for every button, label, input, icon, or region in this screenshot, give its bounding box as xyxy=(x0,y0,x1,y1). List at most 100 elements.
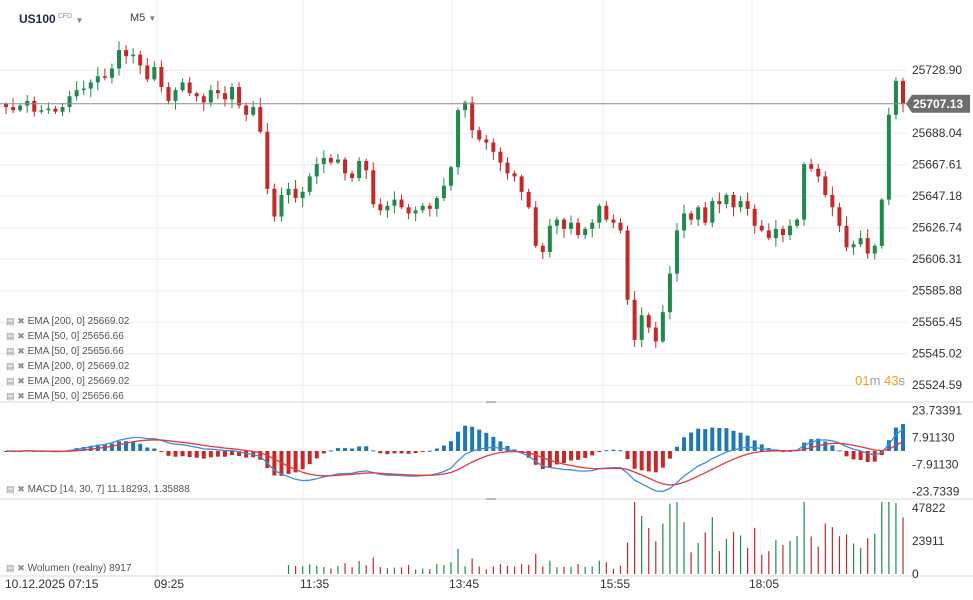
close-icon[interactable]: ✖ xyxy=(17,391,25,401)
macd-histogram-bar xyxy=(215,451,220,457)
macd-histogram-bar xyxy=(865,451,870,462)
indicator-row[interactable]: ▤ ✖ EMA [50, 0] 25656.66 xyxy=(6,329,129,344)
close-icon[interactable]: ✖ xyxy=(17,331,25,341)
macd-histogram-bar xyxy=(364,446,369,451)
settings-icon[interactable]: ▤ xyxy=(6,484,15,494)
candle-body xyxy=(117,50,122,69)
candle-body xyxy=(371,170,376,205)
indicator-row[interactable]: ▤ ✖ EMA [200, 0] 25669.02 xyxy=(6,374,129,389)
macd-histogram-bar xyxy=(477,429,482,451)
candle-body xyxy=(667,273,672,313)
candle-body xyxy=(237,87,242,106)
macd-histogram-bar xyxy=(328,450,333,452)
candle-body xyxy=(505,162,510,174)
candle-body xyxy=(766,230,771,239)
macd-histogram-bar xyxy=(809,439,814,451)
candle-body xyxy=(703,207,708,223)
axis-labels: 10.12.2025 07:15 09:25 11:35 13:45 15:55 18:0… xyxy=(5,63,962,591)
candle-body xyxy=(293,188,298,199)
symbol-selector[interactable]: US100 CFD ▼ xyxy=(19,12,83,26)
macd-histogram-bar xyxy=(653,451,658,473)
macd-histogram-bar xyxy=(124,441,129,451)
macd-histogram-bar xyxy=(109,443,114,451)
candle-body xyxy=(343,159,348,174)
settings-icon[interactable]: ▤ xyxy=(6,391,15,401)
chevron-down-icon: ▼ xyxy=(148,14,157,23)
volume-y-tick-label: 47822 xyxy=(912,501,946,515)
settings-icon[interactable]: ▤ xyxy=(6,331,15,341)
macd-histogram-bar xyxy=(660,451,665,468)
candle-body xyxy=(674,230,679,274)
candle-body xyxy=(314,164,319,177)
macd-line xyxy=(5,428,904,493)
candle-body xyxy=(773,228,778,239)
macd-label: MACD [14, 30, 7] 11.18293, 1.35888 xyxy=(27,484,190,495)
candle-body xyxy=(830,194,835,208)
y-tick-label: 25545.02 xyxy=(912,347,962,361)
close-icon[interactable]: ✖ xyxy=(17,376,25,386)
close-icon[interactable]: ✖ xyxy=(17,316,25,326)
macd-legend[interactable]: ▤ ✖ MACD [14, 30, 7] 11.18293, 1.35888 xyxy=(6,482,190,497)
macd-histogram-bar xyxy=(350,448,355,451)
candle-body xyxy=(286,188,291,195)
candle-body xyxy=(18,105,23,111)
candle-body xyxy=(385,205,390,211)
close-icon[interactable]: ✖ xyxy=(17,484,25,494)
candle-body xyxy=(752,208,757,226)
macd-signal-line xyxy=(5,439,904,486)
candle-body xyxy=(872,245,877,254)
macd-y-tick-label: 23.73391 xyxy=(912,404,962,418)
macd-histogram-bar xyxy=(230,451,235,455)
macd-histogram-bar xyxy=(604,450,609,452)
settings-icon[interactable]: ▤ xyxy=(6,361,15,371)
macd-histogram-bar xyxy=(244,451,249,458)
volume-legend[interactable]: ▤ ✖ Wolumen (realny) 8917 xyxy=(6,561,131,576)
macd-histogram-bar xyxy=(837,450,842,452)
candle-body xyxy=(597,205,602,223)
candle-body xyxy=(569,222,574,229)
candle-body xyxy=(484,139,489,143)
macd-histogram-bar xyxy=(674,446,679,451)
candle-body xyxy=(879,199,884,246)
candle-body xyxy=(81,88,86,91)
macd-histogram-bar xyxy=(491,436,496,451)
macd-histogram-bar xyxy=(696,428,701,451)
macd-series xyxy=(4,424,905,493)
macd-histogram-bar xyxy=(872,451,877,462)
macd-histogram-bar xyxy=(470,426,475,451)
settings-icon[interactable]: ▤ xyxy=(6,346,15,356)
indicator-row[interactable]: ▤ ✖ EMA [50, 0] 25656.66 xyxy=(6,389,129,404)
macd-histogram-bar xyxy=(222,451,227,457)
macd-histogram-bar xyxy=(152,448,157,451)
macd-histogram-bar xyxy=(816,438,821,451)
indicator-row[interactable]: ▤ ✖ EMA [200, 0] 25669.02 xyxy=(6,314,129,329)
candle-body xyxy=(851,244,856,248)
macd-histogram-bar xyxy=(81,447,86,451)
symbol-type-label: CFD xyxy=(57,13,73,20)
settings-icon[interactable]: ▤ xyxy=(6,316,15,326)
candle-body xyxy=(427,205,432,209)
candle-body xyxy=(689,213,694,220)
indicator-label: EMA [200, 0] 25669.02 xyxy=(27,376,130,387)
candle-body xyxy=(173,90,178,101)
macd-histogram-bar xyxy=(385,451,390,455)
candle-body xyxy=(279,194,284,217)
chevron-down-icon: ▼ xyxy=(75,16,84,25)
settings-icon[interactable]: ▤ xyxy=(6,376,15,386)
candle-body xyxy=(95,76,100,83)
macd-histogram-bar xyxy=(752,440,757,451)
timeframe-selector[interactable]: M5 ▼ xyxy=(130,12,156,24)
candle-body xyxy=(491,142,496,152)
indicator-row[interactable]: ▤ ✖ EMA [200, 0] 25669.02 xyxy=(6,359,129,374)
settings-icon[interactable]: ▤ xyxy=(6,563,15,573)
close-icon[interactable]: ✖ xyxy=(17,346,25,356)
indicator-row[interactable]: ▤ ✖ EMA [50, 0] 25656.66 xyxy=(6,344,129,359)
candle-body xyxy=(251,107,256,115)
close-icon[interactable]: ✖ xyxy=(17,563,25,573)
close-icon[interactable]: ✖ xyxy=(17,361,25,371)
macd-histogram-bar xyxy=(441,445,446,451)
candle-body xyxy=(639,315,644,340)
macd-histogram-bar xyxy=(237,451,242,457)
macd-histogram-bar xyxy=(540,451,545,470)
